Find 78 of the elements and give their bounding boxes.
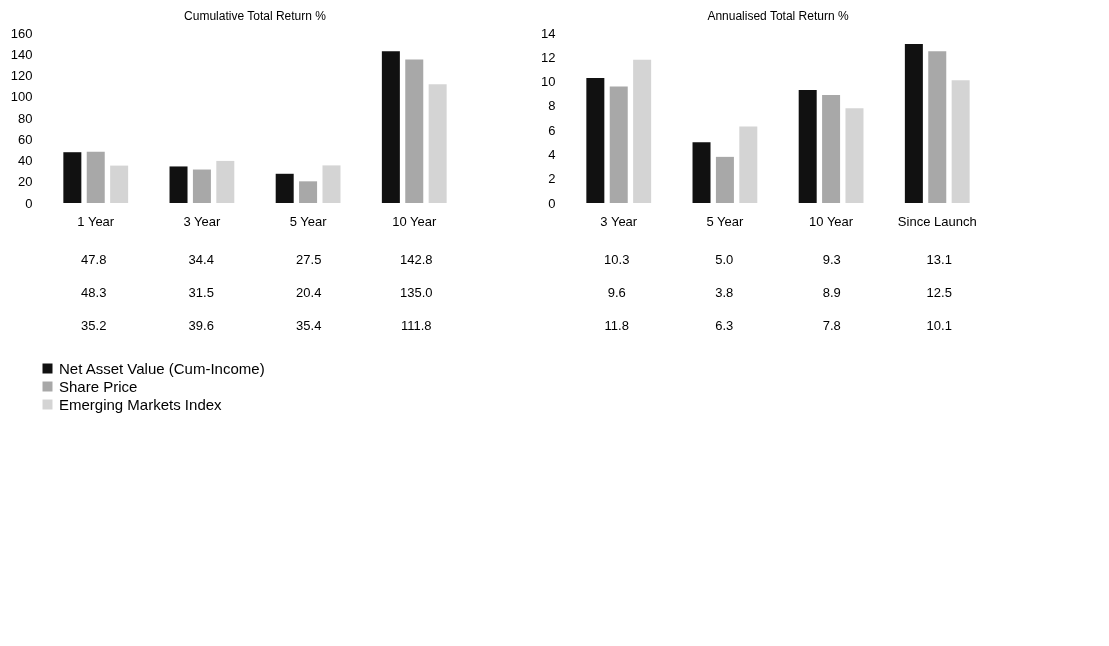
bar: [322, 165, 341, 203]
x-tick-label: Since Launch: [897, 213, 977, 229]
y-tick-label: 4: [548, 146, 556, 162]
legend-label: Net Asset Value (Cum-Income): [59, 359, 265, 377]
data-label: 35.4: [296, 318, 322, 334]
y-tick-label: 10: [541, 74, 556, 90]
data-label: 135.0: [399, 285, 433, 300]
data-label: 3.8: [715, 285, 734, 300]
legend-label: Emerging Markets Index: [59, 395, 223, 413]
data-label: 39.6: [188, 318, 214, 334]
bar: [428, 84, 447, 203]
data-label: 9.6: [607, 285, 626, 300]
y-tick-label: 140: [10, 46, 33, 62]
bar: [928, 51, 947, 203]
bar: [798, 90, 817, 203]
legend-label: Share Price: [59, 377, 138, 395]
y-tick-label: 80: [18, 110, 33, 126]
bar: [169, 166, 188, 203]
data-label: 27.5: [296, 251, 322, 267]
bar: [633, 59, 652, 203]
x-tick-label: 3 Year: [600, 213, 638, 229]
x-tick-label: 10 Year: [392, 213, 437, 229]
bar: [192, 169, 211, 203]
bar: [405, 59, 424, 203]
data-label: 20.4: [296, 285, 322, 300]
bar: [692, 142, 711, 203]
x-tick-label: 3 Year: [183, 213, 222, 229]
bar: [845, 108, 864, 203]
data-label: 11.8: [604, 318, 629, 334]
data-label: 35.2: [81, 318, 107, 334]
bar: [822, 94, 841, 203]
bar: [904, 43, 923, 203]
data-label: 13.1: [926, 251, 952, 267]
y-tick-label: 100: [10, 89, 33, 105]
bar: [381, 51, 400, 203]
data-label: 34.4: [188, 251, 214, 267]
chart-title: Cumulative Total Return %: [184, 9, 327, 23]
x-tick-label: 10 Year: [809, 213, 854, 229]
data-label: 142.8: [399, 251, 433, 267]
bar: [586, 77, 605, 203]
bar: [609, 86, 628, 203]
x-tick-label: 5 Year: [289, 213, 328, 229]
bar: [739, 126, 758, 203]
y-tick-label: 60: [18, 131, 33, 147]
data-label: 31.5: [188, 285, 214, 300]
data-label: 8.9: [822, 285, 841, 300]
data-label: 5.0: [715, 251, 734, 267]
y-tick-label: 0: [548, 195, 556, 211]
y-tick-label: 2: [548, 171, 556, 187]
data-label: 10.3: [604, 251, 630, 267]
y-tick-label: 6: [548, 122, 556, 138]
y-tick-label: 12: [541, 49, 556, 65]
y-tick-label: 20: [18, 174, 33, 190]
x-tick-label: 5 Year: [706, 213, 745, 229]
bar: [110, 165, 129, 203]
y-tick-label: 160: [10, 25, 33, 41]
bar: [715, 156, 734, 203]
data-label: 10.1: [926, 318, 952, 334]
bar: [86, 151, 105, 203]
data-label: 6.3: [715, 318, 734, 334]
y-tick-label: 14: [541, 25, 556, 41]
bar: [63, 152, 82, 203]
bar: [275, 173, 294, 203]
bar: [299, 181, 318, 203]
chart-title: Annualised Total Return %: [707, 9, 849, 23]
data-label: 48.3: [81, 285, 107, 300]
data-label: 9.3: [822, 251, 841, 267]
bar: [216, 160, 235, 203]
data-label: 111.8: [400, 318, 432, 334]
y-tick-label: 120: [10, 68, 33, 83]
x-tick-label: 1 Year: [77, 213, 115, 229]
data-label: 7.8: [822, 318, 841, 334]
data-label: 47.8: [81, 251, 107, 267]
y-tick-label: 0: [25, 195, 33, 211]
y-tick-label: 8: [548, 98, 556, 114]
y-tick-label: 40: [18, 153, 33, 168]
bar: [951, 80, 970, 203]
data-label: 12.5: [926, 285, 952, 300]
